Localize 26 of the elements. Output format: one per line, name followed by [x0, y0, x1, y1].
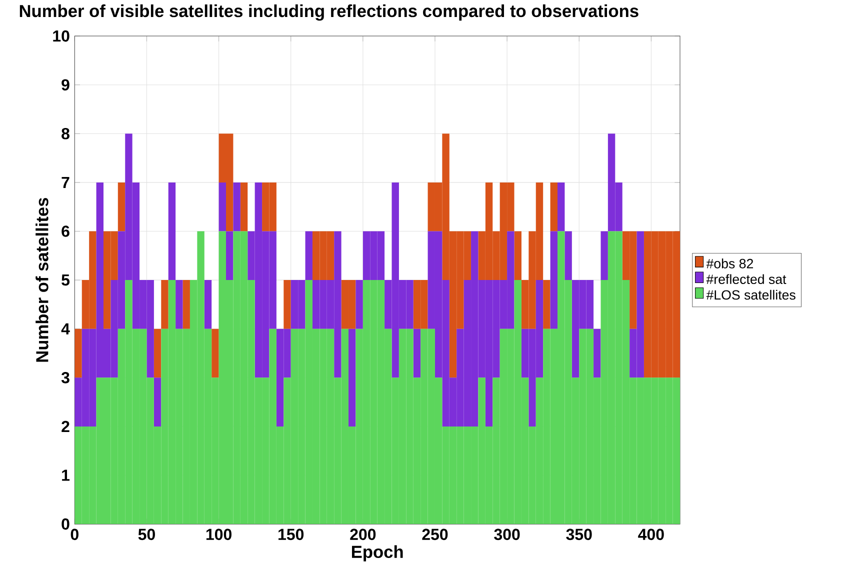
x-tick-label: 50 [138, 528, 155, 540]
y-tick-label: 7 [62, 176, 70, 188]
x-tick-label: 250 [422, 528, 448, 540]
x-axis-title: Epoch [352, 545, 403, 562]
legend-label: #reflected sat [706, 274, 786, 284]
y-tick-label: 4 [61, 323, 70, 334]
y-tick-label: 1 [62, 470, 70, 481]
x-tick-label: 300 [494, 528, 520, 540]
y-tick-label: 6 [62, 226, 70, 237]
legend-label: #obs 82 [706, 258, 754, 268]
x-tick-label: 150 [278, 528, 304, 540]
x-tick-label: 200 [350, 528, 376, 540]
y-tick-label: 10 [53, 30, 70, 42]
y-tick-label: 0 [62, 518, 70, 530]
x-tick-label: 400 [638, 528, 664, 540]
x-tick-label: 350 [566, 528, 592, 540]
y-axis-title: Number of satellites [36, 198, 48, 362]
y-tick-label: 9 [62, 79, 70, 90]
chart-title: Number of visible satellites including reflections compared to observations [20, 4, 638, 21]
x-tick-label: 0 [70, 528, 78, 540]
legend-label: #LOS satellites [706, 290, 796, 300]
y-tick-label: 5 [62, 274, 70, 286]
y-tick-label: 8 [62, 128, 70, 140]
x-tick-label: 100 [206, 528, 232, 540]
y-tick-label: 3 [61, 372, 70, 384]
y-tick-label: 2 [62, 420, 70, 432]
